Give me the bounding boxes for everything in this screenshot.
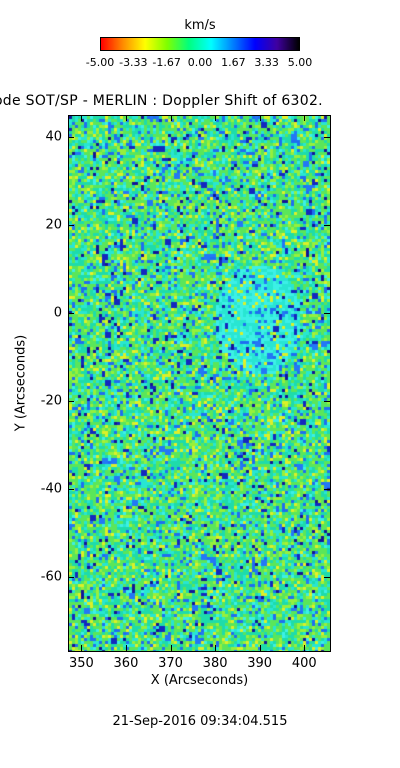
y-tick-mark (68, 401, 74, 403)
colorbar-tick-label: 3.33 (254, 56, 279, 69)
colorbar-tick-label: -3.33 (119, 56, 148, 69)
plot-title: mode SOT/SP - MERLIN : Doppler Shift of … (0, 93, 323, 109)
x-tick-mark (170, 115, 172, 121)
x-tick-mark (170, 645, 172, 651)
y-tick-label: 40 (45, 129, 62, 145)
y-tick-mark (68, 225, 74, 227)
y-tick-label: -20 (40, 393, 62, 409)
y-tick-mark (324, 225, 330, 227)
x-tick-label: 390 (247, 656, 273, 671)
x-tick-label: 350 (68, 656, 94, 671)
y-tick-label: -60 (40, 569, 62, 585)
doppler-map-image (69, 116, 330, 651)
x-tick-label: 400 (291, 656, 317, 671)
x-tick-mark (125, 645, 127, 651)
y-tick-label: -40 (40, 481, 62, 497)
y-tick-mark (68, 489, 74, 491)
x-tick-mark (215, 115, 217, 121)
x-tick-mark (81, 115, 83, 121)
colorbar-tick-label: 1.67 (221, 56, 246, 69)
x-tick-label: 360 (113, 656, 139, 671)
x-tick-label: 370 (158, 656, 183, 671)
colorbar (100, 37, 300, 51)
x-tick-mark (125, 115, 127, 121)
y-tick-label: 20 (45, 217, 62, 233)
x-tick-mark (259, 645, 261, 651)
x-tick-mark (304, 115, 306, 121)
timestamp: 21-Sep-2016 09:34:04.515 (112, 714, 288, 729)
x-tick-mark (215, 645, 217, 651)
x-tick-mark (259, 115, 261, 121)
x-tick-mark (81, 645, 83, 651)
colorbar-tick-label: 5.00 (287, 56, 313, 69)
y-tick-label: 0 (53, 305, 62, 321)
colorbar-tick-label: -5.00 (85, 56, 115, 69)
x-tick-mark (304, 645, 306, 651)
doppler-map (68, 115, 331, 652)
y-tick-mark (324, 577, 330, 579)
x-tick-label: 380 (202, 656, 228, 671)
y-tick-mark (324, 401, 330, 403)
y-tick-mark (68, 577, 74, 579)
y-tick-mark (68, 137, 74, 138)
x-axis-label: X (Arcseconds) (150, 673, 249, 688)
y-tick-mark (324, 313, 330, 315)
colorbar-tick-label: -1.67 (152, 56, 181, 69)
colorbar-tick-label: 0.00 (187, 56, 213, 69)
y-axis-label: Y (Arcseconds) (13, 334, 29, 432)
y-tick-mark (324, 137, 330, 138)
y-tick-mark (68, 313, 74, 315)
colorbar-unit-label: km/s (184, 18, 216, 33)
y-tick-mark (324, 489, 330, 491)
